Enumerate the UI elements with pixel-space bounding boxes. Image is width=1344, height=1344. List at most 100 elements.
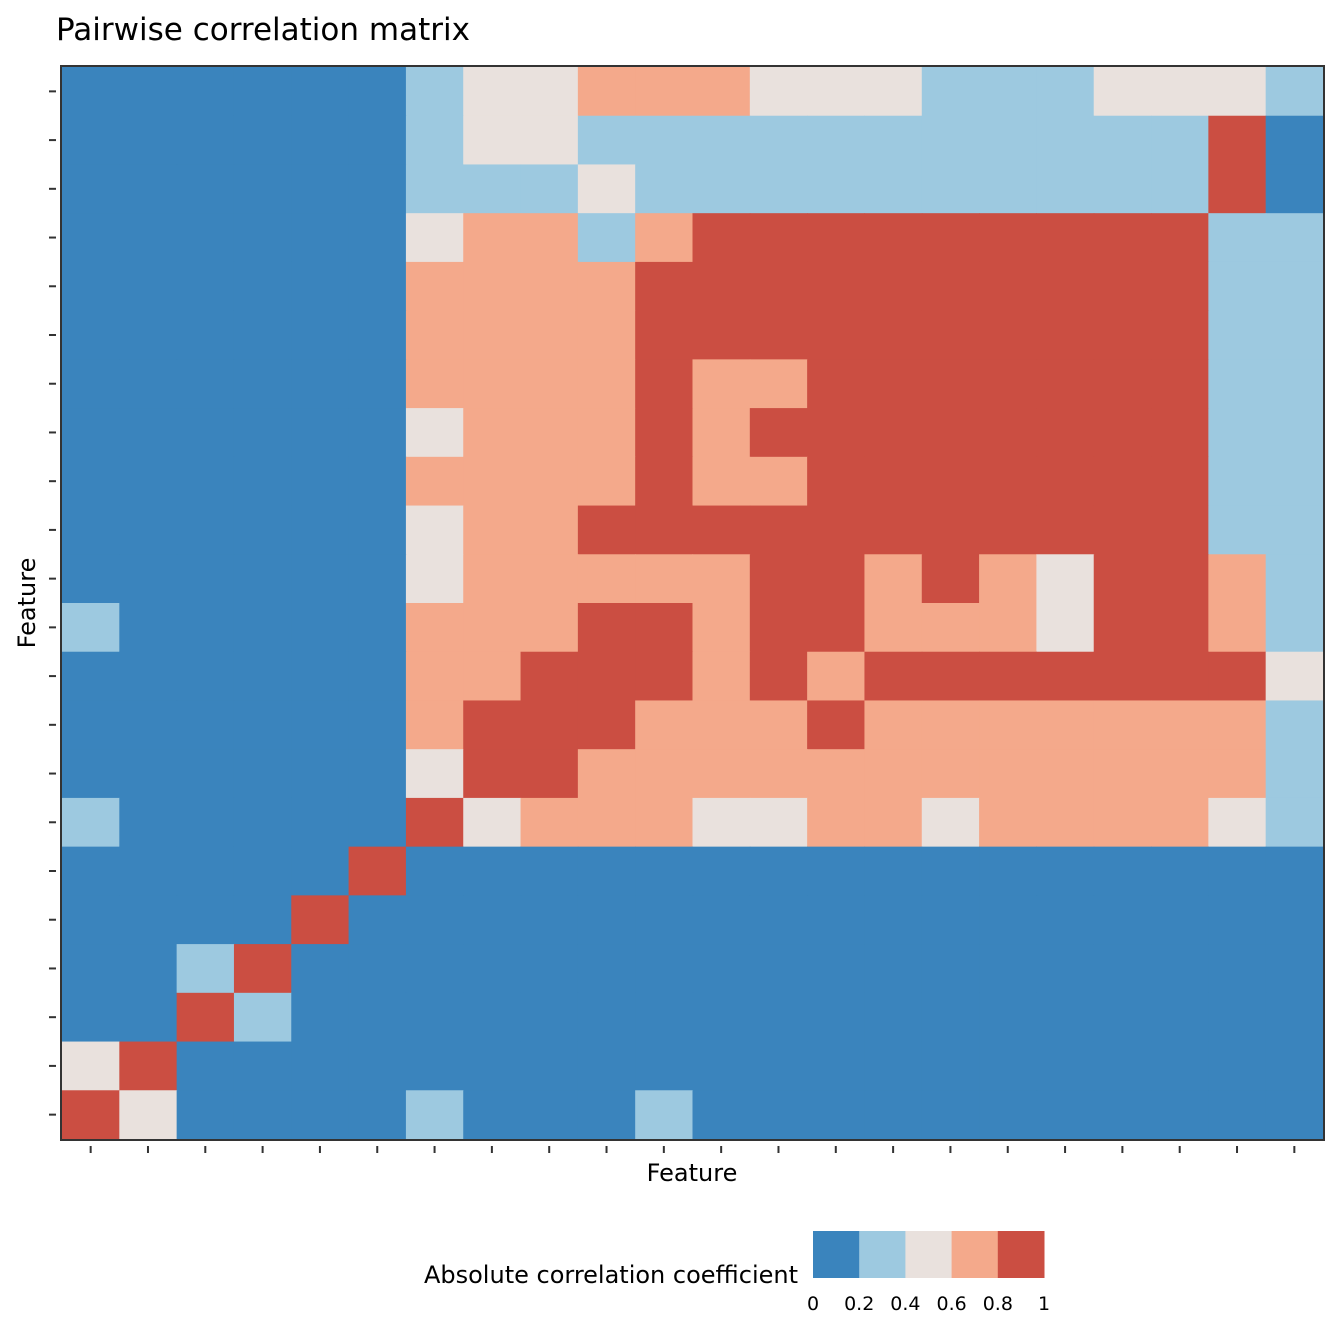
heatmap-cell [233, 456, 292, 507]
heatmap-cell [921, 749, 980, 799]
heatmap-cell [62, 164, 120, 214]
legend-color-bin [905, 1231, 953, 1278]
heatmap-cell [749, 749, 808, 799]
heatmap-cell [62, 1090, 120, 1140]
heatmap-cell [463, 359, 522, 409]
heatmap-cell [1093, 603, 1152, 653]
heatmap-cell [864, 797, 923, 848]
legend-color-bar [813, 1231, 1045, 1278]
heatmap-cell [405, 651, 464, 702]
heatmap-cell [291, 1041, 350, 1091]
heatmap-cell [291, 1090, 350, 1140]
heatmap-cell [348, 651, 407, 702]
heatmap-cell [348, 213, 407, 263]
heatmap-cell [979, 1090, 1038, 1140]
heatmap-cell [921, 115, 980, 166]
heatmap-cell [119, 456, 178, 507]
heatmap-cell [979, 700, 1038, 750]
heatmap-cell [176, 944, 235, 994]
heatmap-cell [176, 310, 235, 360]
heatmap-cell [1036, 797, 1095, 848]
heatmap-cell [807, 846, 866, 896]
heatmap-cell [1151, 846, 1209, 896]
heatmap-cell [1265, 310, 1324, 360]
heatmap-cell [176, 1041, 235, 1091]
heatmap-cell [749, 67, 808, 117]
heatmap-cell [233, 164, 292, 214]
heatmap-cell [577, 505, 636, 555]
heatmap-cell [119, 408, 178, 458]
heatmap-cell [463, 213, 522, 263]
heatmap-cell [692, 310, 751, 360]
heatmap-cell [1151, 310, 1209, 360]
heatmap-cell [1151, 895, 1209, 945]
heatmap-cell [520, 115, 579, 166]
heatmap-cell [348, 554, 407, 604]
heatmap-cell [176, 895, 235, 945]
heatmap-cell [1093, 1041, 1152, 1091]
heatmap-cell [520, 213, 579, 263]
heatmap-cell [176, 1090, 235, 1140]
heatmap-cell [635, 1090, 694, 1140]
heatmap-cell [405, 700, 464, 750]
heatmap-cell [119, 895, 178, 945]
heatmap-cell [1265, 115, 1324, 166]
heatmap-cell [348, 505, 407, 555]
heatmap-cell [463, 261, 522, 312]
heatmap-cell [749, 505, 808, 555]
heatmap-cell [520, 700, 579, 750]
heatmap-cell [62, 408, 120, 458]
heatmap-cell [520, 603, 579, 653]
heatmap-cell [1151, 261, 1209, 312]
heatmap-cell [979, 797, 1038, 848]
heatmap-cell [62, 603, 120, 653]
heatmap-cell [291, 944, 350, 994]
heatmap-cell [635, 456, 694, 507]
chart-title: Pairwise correlation matrix [56, 12, 470, 48]
heatmap-cell [405, 505, 464, 555]
heatmap-cell [749, 261, 808, 312]
heatmap-cell [635, 359, 694, 409]
heatmap-cell [749, 992, 808, 1043]
heatmap-cell [749, 651, 808, 702]
heatmap-cell [1208, 164, 1267, 214]
heatmap-cell [176, 797, 235, 848]
heatmap-cell [463, 944, 522, 994]
heatmap-cell [233, 944, 292, 994]
heatmap-cell [864, 846, 923, 896]
heatmap-cell [233, 261, 292, 312]
heatmap-cell [1265, 1090, 1324, 1140]
heatmap-cell [463, 408, 522, 458]
heatmap-cell [1093, 554, 1152, 604]
heatmap-cell [463, 554, 522, 604]
heatmap-cell [1208, 895, 1267, 945]
heatmap-cell [749, 1090, 808, 1140]
heatmap-cell [864, 456, 923, 507]
heatmap-cell [291, 749, 350, 799]
heatmap-cell [1036, 408, 1095, 458]
heatmap-cell [176, 261, 235, 312]
heatmap-cell [979, 456, 1038, 507]
heatmap-cell [520, 749, 579, 799]
heatmap-cell [119, 992, 178, 1043]
heatmap-cell [979, 67, 1038, 117]
heatmap-cell [291, 408, 350, 458]
heatmap-cell [463, 115, 522, 166]
heatmap-cell [1151, 944, 1209, 994]
heatmap-cell [1151, 1090, 1209, 1140]
heatmap-cell [405, 115, 464, 166]
heatmap-cell [1036, 1090, 1095, 1140]
heatmap-cell [1208, 213, 1267, 263]
heatmap-cell [1151, 115, 1209, 166]
heatmap-cell [119, 797, 178, 848]
heatmap-cell [979, 213, 1038, 263]
heatmap-cell [62, 797, 120, 848]
heatmap-cell [749, 554, 808, 604]
heatmap-cell [233, 749, 292, 799]
heatmap-cell [291, 67, 350, 117]
heatmap-cell [520, 944, 579, 994]
x-axis-label: Feature [647, 1159, 738, 1187]
heatmap-cell [635, 797, 694, 848]
heatmap-cell [807, 895, 866, 945]
heatmap-cell [520, 846, 579, 896]
